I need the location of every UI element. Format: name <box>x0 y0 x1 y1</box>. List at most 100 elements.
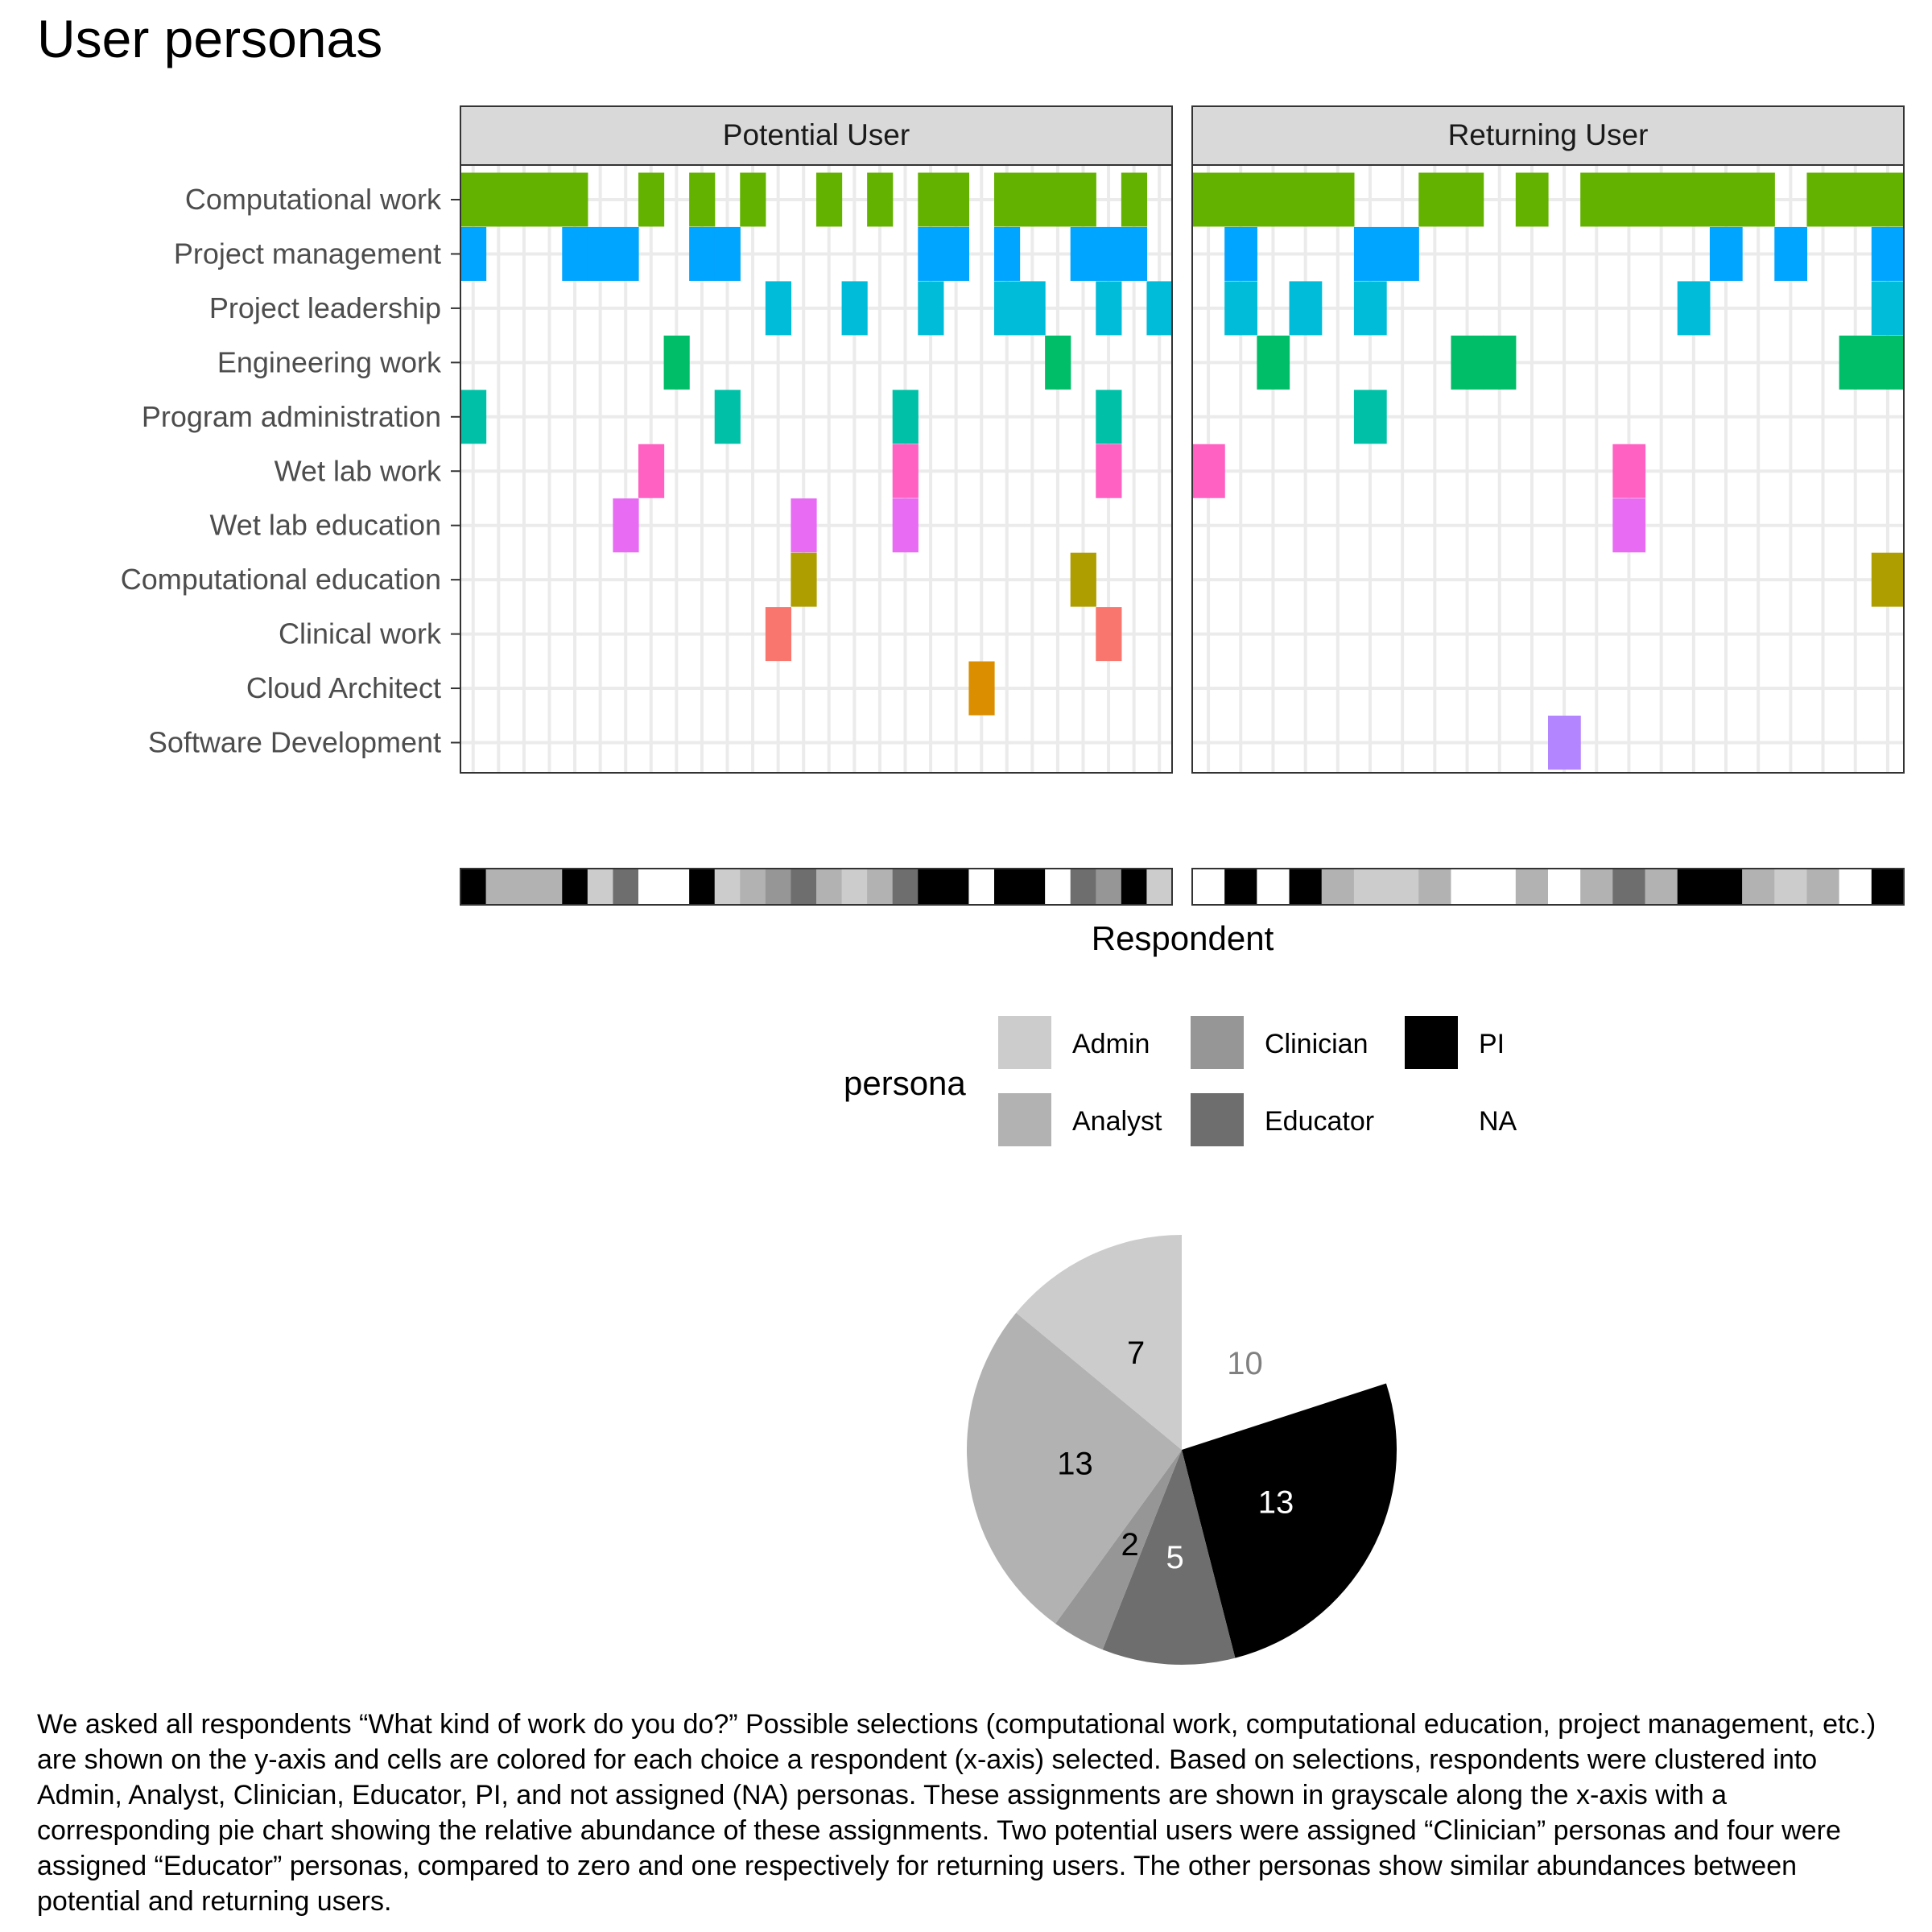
y-tick-label-engineering-work: Engineering work <box>217 345 442 378</box>
persona-cell-potential-user-8-na <box>638 869 665 905</box>
cell-potential-user-project-leadership-26 <box>1096 281 1122 336</box>
cell-potential-user-computational-work-19 <box>918 172 944 227</box>
cell-potential-user-computational-education-14 <box>791 552 817 607</box>
persona-cell-potential-user-28-admin <box>1146 869 1173 905</box>
cell-returning-user-project-leadership-4 <box>1289 281 1323 336</box>
legend-key-pi <box>1405 1016 1458 1069</box>
cell-potential-user-project-management-25 <box>1070 226 1096 281</box>
cell-returning-user-software-development-12 <box>1548 716 1581 770</box>
pie-slice-na <box>1182 1235 1386 1450</box>
cell-returning-user-wet-lab-work-14 <box>1612 444 1646 498</box>
cell-potential-user-computational-work-25 <box>1070 172 1096 227</box>
cell-potential-user-cloud-architect-21 <box>968 661 995 716</box>
persona-cell-returning-user-9-na <box>1451 869 1484 905</box>
cell-returning-user-project-leadership-22 <box>1871 281 1905 336</box>
cell-returning-user-computational-work-16 <box>1677 172 1711 227</box>
cell-returning-user-computational-work-21 <box>1839 172 1872 227</box>
pie-label-admin: 7 <box>1127 1335 1145 1371</box>
pie-slice-educator <box>1102 1450 1236 1665</box>
cell-returning-user-computational-work-13 <box>1580 172 1613 227</box>
cell-returning-user-engineering-work-22 <box>1871 335 1905 390</box>
pie-label-na: 10 <box>1227 1346 1263 1381</box>
cell-potential-user-project-management-22 <box>994 226 1021 281</box>
cell-potential-user-wet-lab-work-8 <box>638 444 665 498</box>
y-tick-label-wet-lab-work: Wet lab work <box>275 454 442 487</box>
persona-cell-potential-user-7-educator <box>613 869 639 905</box>
cell-potential-user-computational-work-3 <box>511 172 538 227</box>
cell-returning-user-engineering-work-9 <box>1451 335 1484 390</box>
persona-cell-returning-user-2-pi <box>1224 869 1257 905</box>
cell-potential-user-project-leadership-16 <box>841 281 868 336</box>
cell-potential-user-project-management-1 <box>460 226 487 281</box>
pie-chart: 10 13 52 13 7 <box>967 1234 1397 1665</box>
persona-cell-returning-user-17-pi <box>1709 869 1743 905</box>
cell-potential-user-project-management-5 <box>562 226 588 281</box>
persona-cell-potential-user-19-pi <box>918 869 944 905</box>
persona-cell-returning-user-7-admin <box>1386 869 1419 905</box>
persona-bar-border-returning-user <box>1191 868 1905 906</box>
persona-cell-returning-user-12-na <box>1548 869 1581 905</box>
pie-label-educator: 5 <box>1166 1540 1183 1575</box>
cell-returning-user-project-management-6 <box>1353 226 1387 281</box>
persona-cell-potential-user-26-clinician <box>1096 869 1122 905</box>
persona-cell-returning-user-3-na <box>1257 869 1290 905</box>
pie-label-clinician: 2 <box>1121 1527 1139 1563</box>
persona-cell-potential-user-18-educator <box>892 869 919 905</box>
cell-returning-user-computational-work-14 <box>1612 172 1646 227</box>
pie-slice-pi <box>1182 1383 1397 1658</box>
persona-cell-potential-user-24-na <box>1045 869 1071 905</box>
cell-potential-user-wet-lab-work-26 <box>1096 444 1122 498</box>
cell-potential-user-program-administration-18 <box>892 390 919 444</box>
cell-potential-user-wet-lab-education-18 <box>892 498 919 553</box>
cell-returning-user-project-leadership-16 <box>1677 281 1711 336</box>
cell-returning-user-project-management-17 <box>1709 226 1743 281</box>
persona-cell-potential-user-15-analyst <box>816 869 843 905</box>
legend-label-educator: Educator <box>1265 1106 1374 1137</box>
persona-cell-returning-user-10-na <box>1483 869 1517 905</box>
legend-title: persona <box>844 1064 966 1102</box>
persona-cell-potential-user-3-analyst <box>511 869 538 905</box>
y-tick-label-program-administration: Program administration <box>142 400 441 433</box>
persona-cell-returning-user-1-na <box>1192 869 1225 905</box>
cell-potential-user-engineering-work-24 <box>1045 335 1071 390</box>
cell-potential-user-computational-work-24 <box>1045 172 1071 227</box>
persona-cell-returning-user-14-educator <box>1612 869 1646 905</box>
cell-returning-user-computational-work-22 <box>1871 172 1905 227</box>
cell-potential-user-project-management-20 <box>943 226 970 281</box>
cell-potential-user-computational-work-8 <box>638 172 665 227</box>
x-axis-title: Respondent <box>1092 919 1274 957</box>
cell-returning-user-computational-work-3 <box>1257 172 1290 227</box>
cell-returning-user-computational-work-18 <box>1742 172 1775 227</box>
cell-potential-user-wet-lab-education-7 <box>613 498 639 553</box>
legend-key-clinician <box>1191 1016 1244 1069</box>
cell-returning-user-computational-work-17 <box>1709 172 1743 227</box>
chart-figure: Computational work Project management Proj… <box>121 105 1905 1665</box>
persona-cell-potential-user-22-pi <box>994 869 1021 905</box>
cell-returning-user-computational-work-1 <box>1192 172 1225 227</box>
cell-potential-user-project-leadership-22 <box>994 281 1021 336</box>
cell-returning-user-computational-work-8 <box>1418 172 1452 227</box>
persona-cell-returning-user-6-admin <box>1353 869 1387 905</box>
cell-potential-user-project-leadership-19 <box>918 281 944 336</box>
cell-potential-user-computational-work-20 <box>943 172 970 227</box>
persona-cell-potential-user-2-analyst <box>485 869 512 905</box>
cell-returning-user-project-management-19 <box>1774 226 1808 281</box>
cell-returning-user-computational-work-15 <box>1645 172 1678 227</box>
persona-cell-returning-user-8-analyst <box>1418 869 1452 905</box>
cell-potential-user-project-management-10 <box>689 226 716 281</box>
cell-potential-user-project-leadership-28 <box>1146 281 1173 336</box>
persona-cell-potential-user-5-pi <box>562 869 588 905</box>
persona-cell-potential-user-4-analyst <box>536 869 563 905</box>
persona-cell-potential-user-16-admin <box>841 869 868 905</box>
cell-potential-user-computational-work-15 <box>816 172 843 227</box>
cell-returning-user-engineering-work-3 <box>1257 335 1290 390</box>
cell-potential-user-computational-work-5 <box>562 172 588 227</box>
cell-potential-user-computational-education-25 <box>1070 552 1096 607</box>
cell-potential-user-computational-work-23 <box>1019 172 1046 227</box>
persona-cell-potential-user-6-admin <box>587 869 614 905</box>
cell-returning-user-project-management-22 <box>1871 226 1905 281</box>
legend-key-educator <box>1191 1093 1244 1146</box>
persona-cell-returning-user-18-analyst <box>1742 869 1775 905</box>
persona-legend: persona Admin Analyst Clinician Educator PI NA <box>844 1016 1517 1146</box>
heatmap-chart: Computational work Project management Proj… <box>121 105 1905 957</box>
